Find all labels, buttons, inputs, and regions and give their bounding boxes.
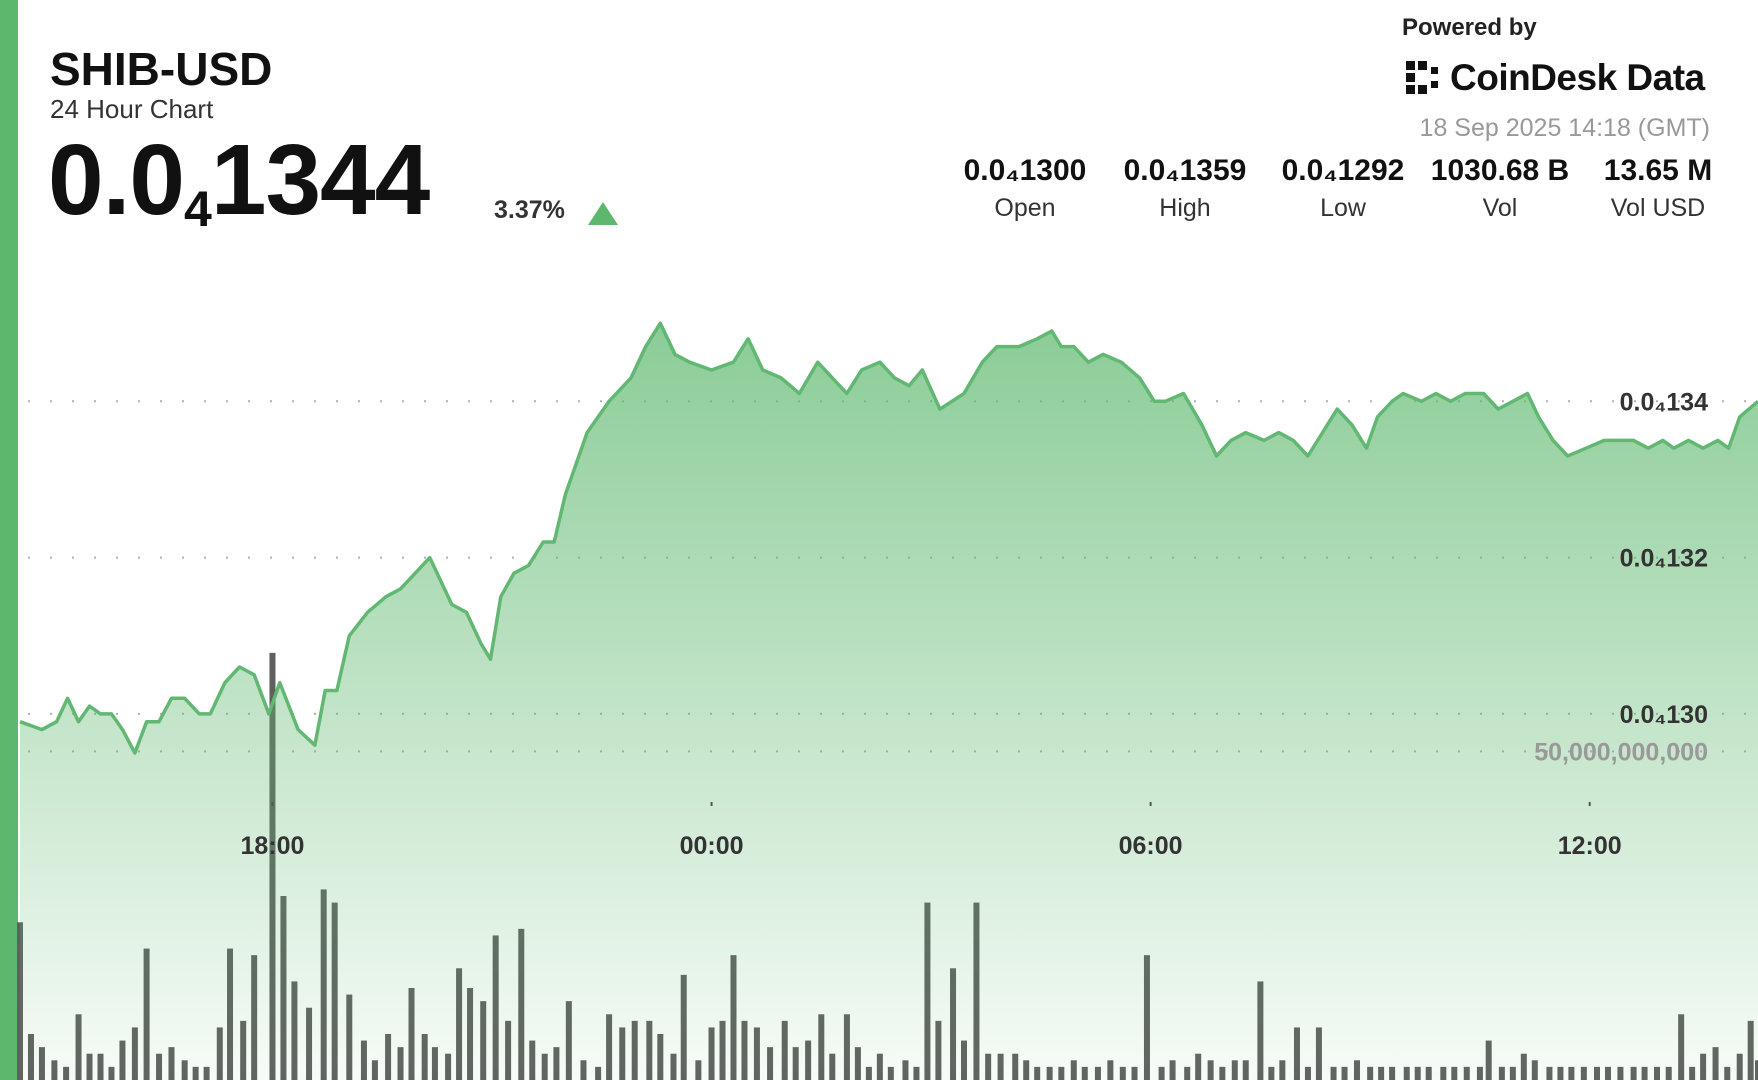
stat-open: 0.0₄1300 Open xyxy=(945,154,1105,223)
price-line xyxy=(19,321,1758,755)
x-tick-label: 00:00 xyxy=(680,832,744,860)
stat-low: 0.0₄1292 Low xyxy=(1263,154,1423,223)
stat-label: Open xyxy=(994,194,1056,222)
x-tick-label: 18:00 xyxy=(240,832,304,860)
stat-vol-usd: 13.65 M Vol USD xyxy=(1578,154,1738,223)
price-area xyxy=(19,321,1758,1080)
price-zero-count: 4 xyxy=(184,181,212,237)
axis-labels: 0.0₄130 0.0₄132 0.0₄134 50,000,000,000 18:00… xyxy=(240,388,1708,860)
x-tick-label: 12:00 xyxy=(1558,832,1622,860)
y-tick-label: 0.0₄132 xyxy=(1620,545,1708,573)
coindesk-data-logo: CoinDesk Data xyxy=(1402,56,1705,100)
price-main: 0.0 xyxy=(48,124,185,236)
stat-vol: 1030.68 B Vol xyxy=(1420,154,1580,223)
current-price: 0.041344 xyxy=(48,130,430,237)
stat-value: 0.0₄1300 xyxy=(963,154,1087,187)
price-area-fill xyxy=(20,323,1758,1080)
y-tick-label: 0.0₄130 xyxy=(1620,701,1708,729)
y-tick-label: 0.0₄134 xyxy=(1620,388,1708,416)
chart-subtitle: 24 Hour Chart xyxy=(50,94,214,124)
up-arrow-icon xyxy=(588,202,618,225)
x-tick-label: 06:00 xyxy=(1119,832,1183,860)
stat-value: 0.0₄1359 xyxy=(1123,154,1247,187)
volume-tick-label: 50,000,000,000 xyxy=(1534,738,1708,766)
powered-by-label: Powered by xyxy=(1402,14,1537,41)
stat-label: Vol xyxy=(1482,194,1518,222)
stat-value: 0.0₄1292 xyxy=(1281,154,1405,187)
stat-value: 1030.68 B xyxy=(1430,154,1570,187)
stat-value: 13.65 M xyxy=(1603,154,1713,187)
stat-label: High xyxy=(1159,194,1211,222)
coindesk-logo-icon xyxy=(1406,61,1438,94)
stat-label: Vol USD xyxy=(1610,194,1706,222)
timestamp: 18 Sep 2025 14:18 (GMT) xyxy=(1419,114,1710,142)
logo-text: CoinDesk Data xyxy=(1450,57,1705,98)
price-change-percent: 3.37% xyxy=(494,196,565,224)
ticker-symbol: SHIB-USD xyxy=(50,43,273,95)
stat-high: 0.0₄1359 High xyxy=(1105,154,1265,223)
stat-label: Low xyxy=(1320,194,1366,222)
price-digits: 1344 xyxy=(210,124,430,236)
accent-bar xyxy=(0,0,18,1080)
